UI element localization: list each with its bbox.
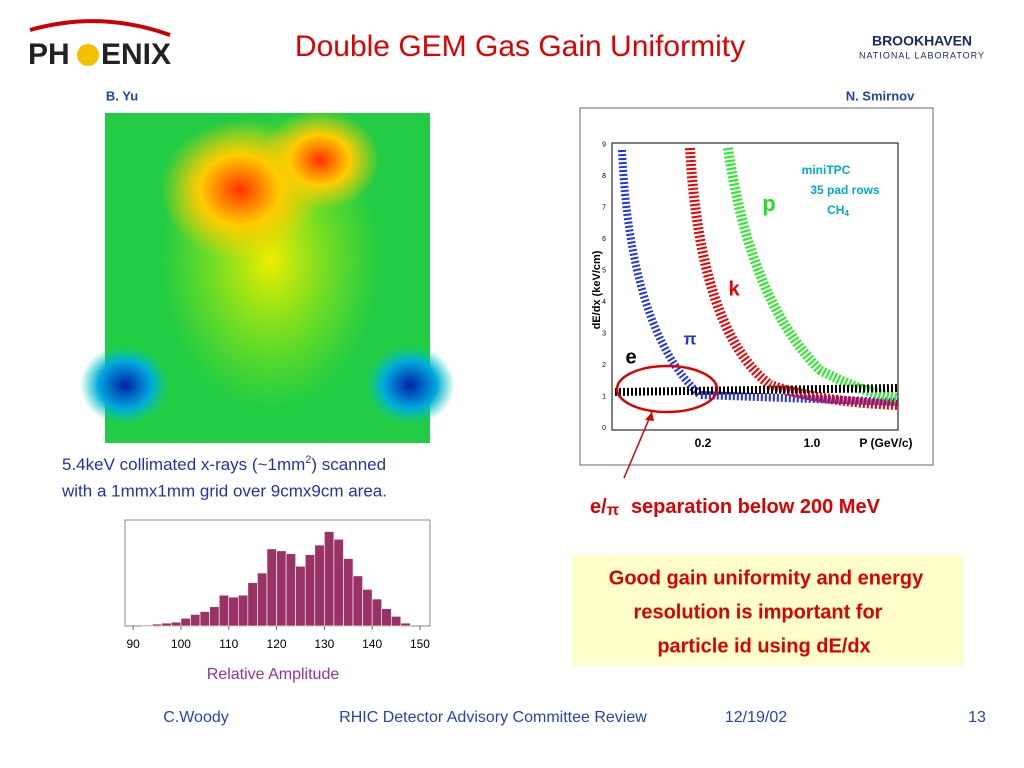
hist-bar [343,558,354,627]
x-axis-label: Relative Amplitude [207,666,340,683]
caption: 5.4keV collimated x-rays (~1mm2) scanned [62,454,386,475]
legend-text: miniTPC [802,163,851,177]
footer-text: RHIC Detector Advisory Committee Review [339,709,647,726]
footer-text: 13 [968,709,986,726]
y-tick-label: 5 [602,267,606,274]
hist-bar [381,608,392,627]
hist-bar [199,611,210,627]
hist-bar [371,598,383,627]
gain-map [80,110,455,443]
footer-text: C.Woody [163,709,229,726]
hist-bar [324,531,335,627]
hist-bar [333,538,344,627]
y-tick-label: 9 [602,141,606,148]
hist-bar [190,614,201,627]
x-tick-label: 1.0 [804,436,821,450]
x-tick-label: 0.2 [695,436,712,450]
hist-bar [257,572,268,627]
y-tick-label: 8 [602,173,606,180]
particle-label: k [728,278,740,300]
x-tick-label: 150 [410,637,430,651]
logo-text: ENIX [101,38,171,71]
hist-bar [218,594,230,627]
author: N. Smirnov [846,88,915,103]
author: B. Yu [106,88,138,103]
x-tick-label: 100 [171,637,191,651]
logo-text: NATIONAL LABORATORY [859,50,985,60]
legend-text: 35 pad rows [810,183,880,197]
hist-bar [209,606,220,627]
summary-box [572,555,963,666]
hist-bar [285,553,296,627]
summary-line: resolution is important for [634,601,883,623]
y-tick-label: 4 [602,299,606,306]
slide-title: Double GEM Gas Gain Uniformity [295,30,745,63]
summary-line: Good gain uniformity and energy [609,567,924,589]
arrow [623,411,653,479]
hist-bar [352,575,363,627]
hist-bar [362,589,373,627]
plot-frame [579,107,934,466]
legend-text: CH4 [827,203,849,218]
y-tick-label: 3 [602,330,606,337]
x-tick-label: 130 [314,637,334,651]
hist-bar [295,565,306,627]
hist-bar [228,596,239,627]
particle-label: e [625,346,636,368]
x-tick-label: 90 [126,637,140,651]
footer-text: 12/19/02 [725,709,787,726]
note: e/π separation below 200 MeV [590,496,881,519]
logo-swoosh [29,19,171,37]
y-tick-label: 2 [602,362,606,369]
particle-label: π [683,329,696,348]
y-tick-label: 1 [602,393,606,400]
x-tick-label: 120 [267,637,287,651]
hist-bar [151,623,163,627]
logo-text: PH [28,38,70,71]
hist-bar [247,582,258,627]
hist-bar [237,594,249,627]
plot-axes [611,142,899,431]
particle-label: p [762,191,775,216]
hist-bar [266,548,277,627]
x-tick-label: 140 [362,637,382,651]
highlight-ellipse [615,364,719,414]
scatter-art [614,147,899,410]
x-tick-label: 110 [219,637,238,651]
hist-bar [400,622,411,627]
logo-text: BROOKHAVEN [872,33,972,49]
caption: with a 1mmx1mm grid over 9cmx9cm area. [61,481,387,500]
arrow-head [645,412,654,421]
y-tick-label: 6 [602,236,606,243]
hist-bar [390,616,402,627]
hist-bar [276,550,287,627]
y-tick-label: 0 [602,425,606,432]
summary-line: particle id using dE/dx [657,635,870,657]
hist-bar [161,622,172,627]
hist-bar [180,617,191,627]
hist-bar [142,624,153,627]
hist-bar [171,621,182,627]
hist-bar [304,554,316,627]
y-tick-label: 7 [602,204,606,211]
hist-bar [314,544,325,627]
y-axis-label: dE/dx (keV/cm) [591,250,603,329]
x-axis-label: P (GeV/c) [859,436,912,450]
logo-sun [77,44,99,66]
